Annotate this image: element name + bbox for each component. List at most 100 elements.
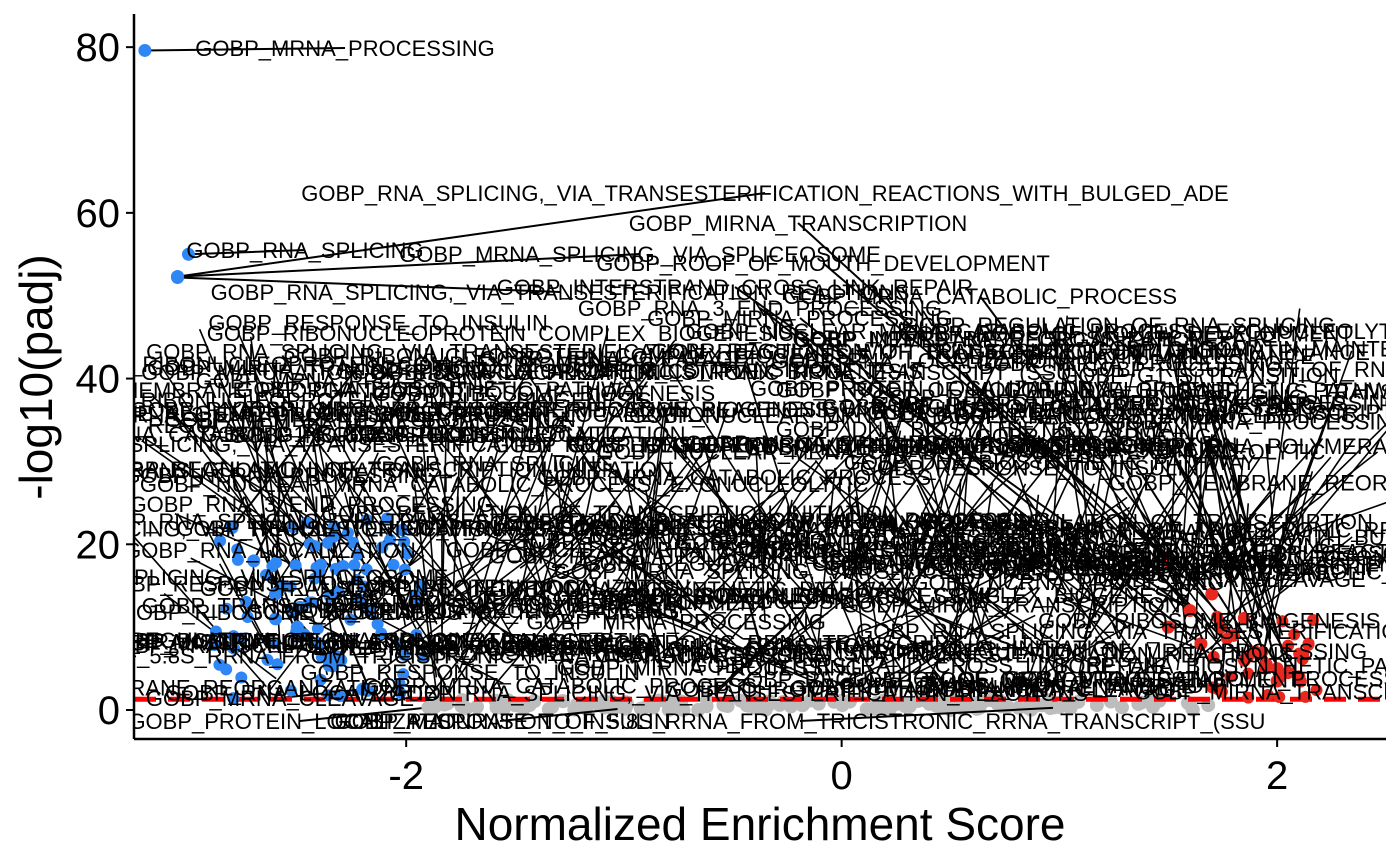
leader-line bbox=[956, 496, 1128, 619]
point-label-clutter: GOBP_MIRNA_TRANSCRIPTION bbox=[842, 593, 1181, 618]
leader-line bbox=[163, 593, 277, 680]
point-sig bbox=[410, 628, 423, 641]
leader-line bbox=[1266, 423, 1386, 542]
leader-line bbox=[457, 432, 555, 674]
point-label-clutter: GOBP_INTERSTRAND_CROSS_LINK_REPAIR bbox=[744, 435, 1220, 460]
point-ns bbox=[1071, 694, 1086, 709]
leader-line bbox=[755, 444, 766, 623]
leader-line bbox=[1062, 423, 1228, 644]
leader-line bbox=[461, 401, 575, 583]
leader-line bbox=[249, 389, 277, 619]
point-sig bbox=[268, 637, 281, 650]
labeled-point bbox=[269, 612, 283, 626]
leader-line bbox=[395, 353, 540, 587]
point-sig bbox=[360, 563, 373, 576]
point-label-clutter: GOBP_G1_S_TRANSITION bbox=[201, 422, 479, 447]
leader-line bbox=[363, 579, 485, 652]
leader-line bbox=[1042, 320, 1133, 536]
y-tick-label: 40 bbox=[76, 358, 121, 402]
point-label-clutter: GOBP_RNA_SPLICING,_VIA_TRANSESTERIFICATI… bbox=[130, 397, 1057, 422]
leader-line bbox=[573, 370, 618, 571]
leader-line bbox=[205, 526, 272, 654]
leader-line bbox=[402, 490, 545, 646]
leader-line bbox=[727, 493, 788, 594]
leader-line bbox=[518, 452, 553, 600]
leader-line bbox=[717, 424, 880, 591]
label-leader-lines bbox=[134, 47, 1386, 722]
leader-line bbox=[177, 276, 561, 293]
point-label-clutter: GOBP_RNA_LOCALIZATION bbox=[771, 349, 1063, 374]
point-label-clutter: GOBP_MATURATION_OF_5.8S_RRNA_FROM_TRICIS… bbox=[0, 643, 807, 668]
leader-line bbox=[692, 450, 867, 657]
leader-line bbox=[1049, 330, 1257, 653]
point-label-clutter: GOBP_RNA_3_END_PROCESSING bbox=[57, 402, 421, 427]
leader-line bbox=[1090, 594, 1138, 646]
point-sig bbox=[241, 610, 254, 623]
point-sig bbox=[227, 630, 240, 643]
point-sig bbox=[329, 562, 342, 575]
point-sig bbox=[1215, 685, 1228, 698]
point-label-clutter: GOBP_POSITIVE_REGULATION_OF_TRANSCRIPTIO… bbox=[0, 401, 540, 426]
point-label-clutter: GOBP_TRANSLATIONAL_INITIATION bbox=[839, 673, 1220, 698]
point-sig bbox=[1307, 613, 1320, 626]
point-label-clutter: GOBP_DNA_BIOSYNTHETIC_PATHWAY bbox=[776, 417, 1189, 442]
leader-line bbox=[426, 420, 471, 601]
point-labels: GOBP_MRNA_PROCESSING GOBP_RNA_SPLICING,_V… bbox=[0, 36, 1400, 734]
point-label-clutter: GOBP_RIBONUCLEOPROTEIN_COMPLEX_BIOGENESI… bbox=[207, 321, 794, 346]
point-ns bbox=[739, 698, 754, 713]
leader-line bbox=[951, 463, 969, 684]
point-sig bbox=[240, 595, 253, 608]
point-label-clutter: GOBP_ROOF_OF_MOUTH_DEVELOPMENT bbox=[848, 668, 1302, 693]
point-label-clutter: GOBP_MRNA_SPLICING,_VIA_SPLICEOSOME bbox=[924, 545, 1400, 570]
point-label-clutter: GOBP_REGULATION_OF_TRANSCRIPTION_INITIAT… bbox=[96, 457, 673, 482]
labeled-point bbox=[1052, 701, 1066, 715]
point-label-clutter: GOBP_RNA_SPLICING,_VIA_TRANSESTERIFICATI… bbox=[0, 516, 642, 541]
leader-line bbox=[452, 409, 463, 594]
leader-line bbox=[882, 398, 992, 622]
point-ns bbox=[691, 702, 706, 717]
leader-line bbox=[889, 585, 1039, 688]
point-label-clutter: GOBP_PROTEIN_LOCALIZATION bbox=[342, 422, 685, 447]
point-label: GOBP_ROOF_OF_MOUTH_DEVELOPMENT bbox=[596, 251, 1050, 276]
point-label-clutter: GOBP_MRNA_PROCESSING bbox=[573, 589, 873, 614]
leader-line bbox=[663, 619, 819, 684]
point-sig bbox=[289, 559, 302, 572]
leader-line bbox=[799, 706, 1060, 722]
point-label: GOBP_MIRNA_PROCESSING bbox=[647, 306, 953, 331]
point-sig bbox=[371, 618, 384, 631]
leader-line bbox=[967, 518, 1105, 573]
point-ns bbox=[541, 702, 556, 717]
leader-line bbox=[847, 486, 864, 637]
point-label-clutter: GOBP_PROTEIN_LOCALIZATION bbox=[750, 376, 1093, 401]
point-label-clutter: GOBP_RNA_SPLICING,_VIA_TRANSESTERIFICATI… bbox=[83, 509, 1010, 534]
point-label-clutter: GOBP_RNA_SPLICING,_VIA_TRANSESTERIFICATI… bbox=[146, 339, 1073, 364]
leader-line bbox=[784, 480, 865, 559]
leader-line bbox=[456, 496, 582, 589]
leader-line bbox=[161, 367, 295, 570]
point-label-clutter: GOBP_RIBONUCLEOPROTEIN_COMPLEX_BIOGENESI… bbox=[603, 583, 1190, 608]
point-sig bbox=[321, 536, 334, 549]
labeled-point bbox=[1248, 645, 1262, 659]
point-label-clutter: GOBP_NUCLEAR_MRNA_CATABOLIC_PROCESS,_EXO… bbox=[0, 422, 627, 447]
point-sig bbox=[208, 639, 221, 652]
leader-line bbox=[596, 463, 660, 679]
leader-line bbox=[1112, 363, 1259, 606]
point-label-clutter: GOBP_MRNA_CATABOLIC_PROCESS bbox=[1004, 667, 1398, 692]
leader-line bbox=[1003, 436, 1090, 619]
leader-line bbox=[813, 586, 936, 655]
leader-line bbox=[834, 326, 865, 551]
point-label-clutter: GOBP_MIRNA_PROCESSING bbox=[695, 583, 1001, 608]
leader-line bbox=[1060, 597, 1210, 654]
point-label-clutter: GOBP_RNA_SPLICING bbox=[616, 584, 853, 609]
leader-line bbox=[845, 397, 908, 579]
point-label-clutter: GOBP_RIBOSOME_BIOGENESIS bbox=[495, 397, 837, 422]
y-tick-label: 0 bbox=[98, 689, 120, 733]
point-sig bbox=[375, 627, 388, 640]
leader-line bbox=[1229, 489, 1309, 558]
point-label: GOBP_RIBONUCLEOPROTEIN_COMPLEX_BIOGENESI… bbox=[67, 352, 654, 377]
leader-line bbox=[840, 379, 979, 558]
point-sig bbox=[334, 689, 347, 702]
point-ns bbox=[604, 701, 619, 716]
y-tick-label: 60 bbox=[76, 192, 121, 236]
